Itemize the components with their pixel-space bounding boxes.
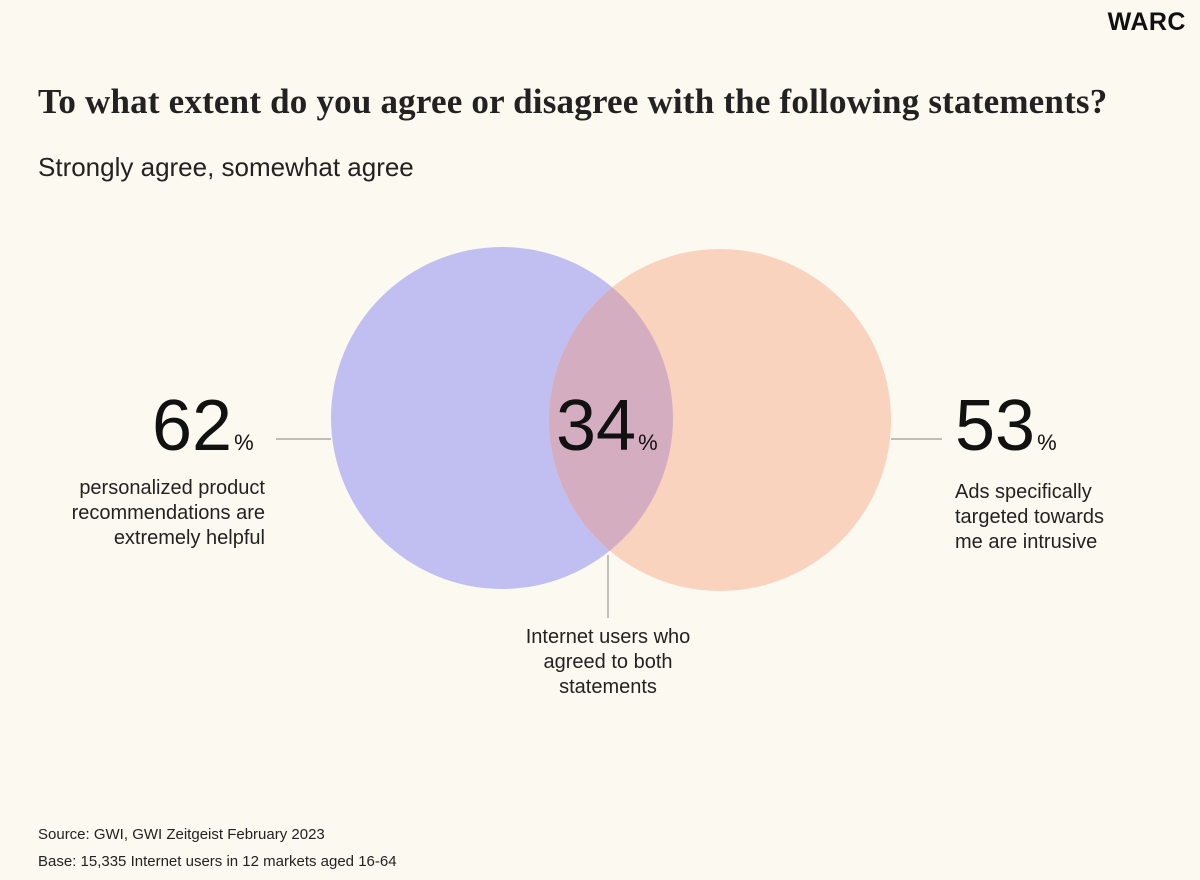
left-label-line: personalized product <box>79 477 265 499</box>
left-stat: 62% <box>152 390 254 462</box>
left-stat-value: 62 <box>152 386 233 466</box>
right-label-line: Ads specifically <box>955 481 1092 503</box>
right-stat-unit: % <box>1037 430 1057 455</box>
overlap-label: Internet users who agreed to both statem… <box>508 625 708 700</box>
base-note: Base: 15,335 Internet users in 12 market… <box>38 853 397 870</box>
left-label: personalized product recommendations are… <box>72 476 265 551</box>
source-note: Source: GWI, GWI Zeitgeist February 2023 <box>38 826 325 843</box>
left-stat-unit: % <box>234 430 254 455</box>
overlap-stat-value: 34 <box>556 386 637 466</box>
page-subtitle: Strongly agree, somewhat agree <box>38 152 414 182</box>
right-label-line: targeted towards <box>955 506 1104 528</box>
left-label-line: recommendations are <box>71 502 265 524</box>
overlap-label-line: agreed to both <box>543 651 673 673</box>
overlap-stat-unit: % <box>638 430 658 455</box>
venn-overlap <box>549 249 673 589</box>
overlap-label-line: statements <box>559 676 657 698</box>
right-stat-value: 53 <box>955 386 1036 466</box>
overlap-label-line: Internet users who <box>525 626 691 648</box>
overlap-stat: 34% <box>556 390 658 462</box>
right-label: Ads specifically targeted towards me are… <box>955 480 1104 555</box>
warc-logo: WARC <box>1107 8 1186 36</box>
right-stat: 53% <box>955 390 1057 462</box>
right-label-line: me are intrusive <box>955 531 1098 553</box>
left-label-line: extremely helpful <box>113 527 265 549</box>
page-title: To what extent do you agree or disagree … <box>38 82 1108 121</box>
